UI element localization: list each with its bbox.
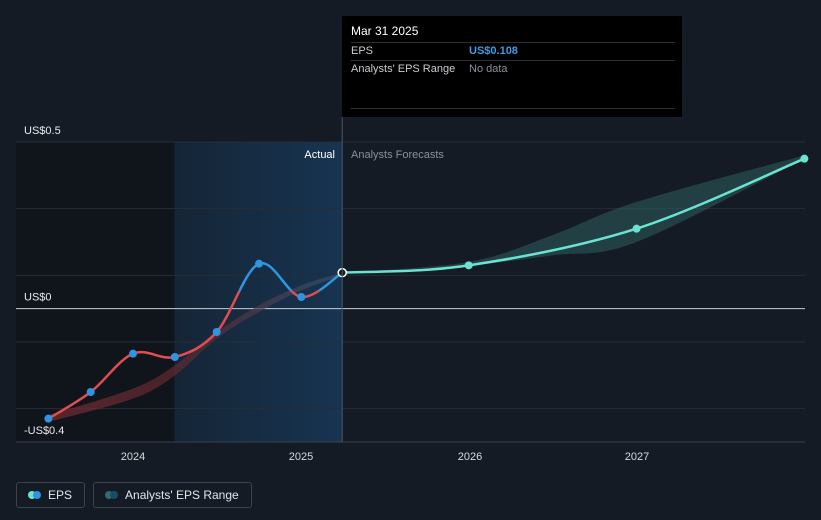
forecast-label: Analysts Forecasts xyxy=(351,149,444,161)
y-tick-label: US$0 xyxy=(24,292,52,304)
eps-point xyxy=(255,259,263,268)
tooltip-row-range: Analysts' EPS Range No data xyxy=(351,60,675,78)
eps-point xyxy=(212,328,221,336)
y-tick-label: -US$0.4 xyxy=(24,425,64,437)
forecast-point xyxy=(800,154,809,163)
eps-line-negative xyxy=(47,290,322,420)
eps-point xyxy=(170,353,179,361)
forecast-range-band xyxy=(342,155,805,273)
legend: EPS Analysts' EPS Range xyxy=(16,482,252,508)
tooltip-key: EPS xyxy=(351,45,374,57)
legend-eps-label: EPS xyxy=(48,488,73,502)
past-range-band xyxy=(48,272,343,422)
actual-shade xyxy=(174,142,343,442)
range-bands xyxy=(48,155,805,422)
eps-point xyxy=(86,388,95,396)
y-tick-label: US$0.5 xyxy=(24,125,61,137)
x-tick-label: 2025 xyxy=(289,451,313,463)
forecast-point xyxy=(632,224,641,233)
legend-range-label: Analysts' EPS Range xyxy=(125,488,239,502)
tooltip-value: US$0.108 xyxy=(469,45,518,57)
legend-range-button[interactable]: Analysts' EPS Range xyxy=(93,482,252,508)
eps-swatch-icon xyxy=(28,491,41,499)
hover-tooltip: Mar 31 2025 EPS US$0.108 Analysts' EPS R… xyxy=(342,16,682,117)
eps-point xyxy=(297,293,306,301)
x-tick-label: 2027 xyxy=(625,451,649,463)
tooltip-key: Analysts' EPS Range xyxy=(351,63,456,75)
tooltip-date: Mar 31 2025 xyxy=(351,24,419,38)
x-axis-labels: 2024 2025 2026 2027 xyxy=(121,451,649,463)
legend-eps-button[interactable]: EPS xyxy=(16,482,86,508)
tooltip-divider xyxy=(351,108,675,109)
forecast-point xyxy=(464,261,473,270)
x-tick-label: 2024 xyxy=(121,451,145,463)
eps-point xyxy=(44,414,53,423)
x-tick-label: 2026 xyxy=(458,451,482,463)
y-axis-labels: US$0.5 US$0 -US$0.4 xyxy=(24,125,64,437)
tooltip-row-eps: EPS US$0.108 xyxy=(351,42,675,60)
actual-label: Actual xyxy=(304,149,335,161)
grid-lines xyxy=(16,141,805,443)
eps-point xyxy=(129,349,137,358)
tooltip-value: No data xyxy=(469,63,508,75)
range-swatch-icon xyxy=(105,491,119,499)
eps-lines xyxy=(47,157,805,420)
forecast-line xyxy=(342,157,805,274)
